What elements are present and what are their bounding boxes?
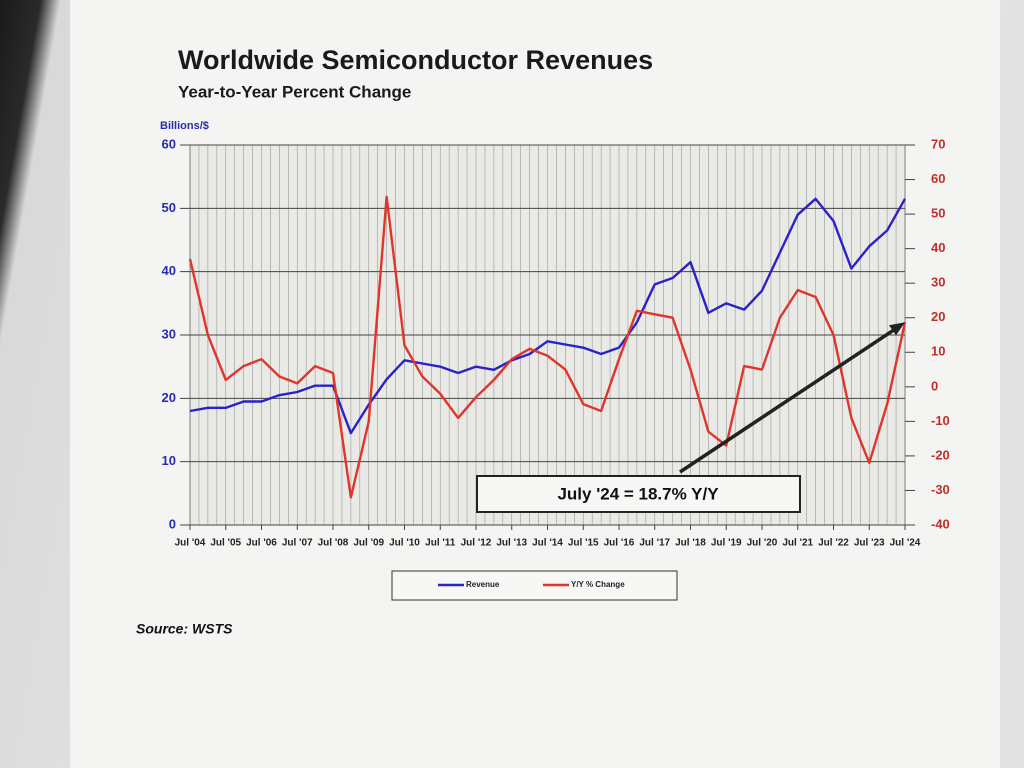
legend-label: Y/Y % Change [571,580,625,589]
x-tick-label: Jul '07 [282,538,313,549]
y2-tick-label: 0 [931,378,938,393]
x-tick-label: Jul '21 [782,538,813,549]
y-tick-label: 30 [162,326,176,341]
x-tick-label: Jul '18 [675,538,706,549]
annotation-arrow [679,323,902,474]
x-tick-label: Jul '15 [568,538,599,549]
legend-label: Revenue [466,580,500,589]
y-tick-label: 20 [162,390,176,405]
y2-tick-label: 70 [931,136,945,151]
y2-tick-label: 50 [931,206,945,221]
x-tick-label: Jul '19 [711,538,742,549]
x-tick-label: Jul '22 [818,538,849,549]
x-tick-label: Jul '09 [353,538,384,549]
y2-tick-label: 40 [931,240,945,255]
x-tick-label: Jul '06 [246,538,277,549]
y2-tick-label: -40 [931,516,950,531]
chart-title: Worldwide Semiconductor Revenues [178,45,653,75]
x-tick-label: Jul '14 [532,538,563,549]
y2-tick-label: -20 [931,447,950,462]
x-tick-label: Jul '16 [604,538,635,549]
x-tick-label: Jul '05 [210,538,241,549]
x-tick-label: Jul '13 [496,538,527,549]
y-tick-label: 40 [162,263,176,278]
x-tick-label: Jul '04 [175,538,206,549]
y2-tick-label: 10 [931,344,945,359]
y-tick-label: 50 [162,200,176,215]
series-line [188,195,907,499]
chart-subtitle: Year-to-Year Percent Change [178,82,411,101]
arrow-head [889,322,905,336]
y-tick-label: 10 [162,453,176,468]
y-tick-label: 60 [162,136,176,151]
x-tick-label: Jul '17 [639,538,670,549]
x-tick-label: Jul '10 [389,538,420,549]
annotation-box [476,475,801,513]
y-axis-label: Billions/$ [160,120,209,132]
legend-box [391,570,678,601]
y2-tick-label: 60 [931,171,945,186]
y2-tick-label: 30 [931,275,945,290]
x-tick-label: Jul '20 [747,538,778,549]
y2-tick-label: -10 [931,413,950,428]
x-tick-label: Jul '12 [461,538,492,549]
x-tick-label: Jul '23 [854,538,885,549]
y-tick-label: 0 [169,516,176,531]
source: Source: WSTS [136,621,233,637]
x-tick-label: Jul '08 [318,538,349,549]
y2-tick-label: -30 [931,482,950,497]
x-tick-label: Jul '24 [890,538,921,549]
series-line [189,197,907,435]
annotation: July '24 = 18.7% Y/Y [557,484,719,503]
y2-tick-label: 20 [931,309,945,324]
x-tick-label: Jul '11 [425,538,456,549]
